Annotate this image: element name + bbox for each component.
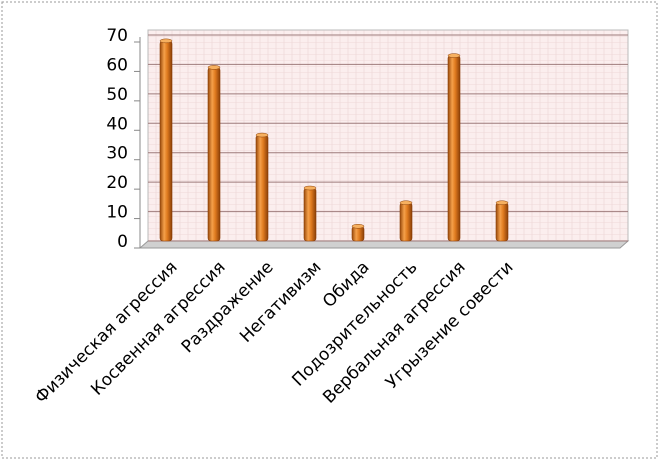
bar-top (303, 185, 317, 191)
bar (303, 187, 317, 242)
bar (255, 134, 269, 242)
y-tick-label: 50 (106, 85, 128, 105)
bar (399, 202, 413, 242)
y-tick-label: 0 (117, 232, 128, 252)
bar-top (351, 224, 365, 229)
bar-top (495, 200, 509, 205)
bar-top (207, 65, 221, 70)
y-tick-label: 60 (106, 55, 128, 75)
bar (159, 40, 173, 242)
y-tick-label: 40 (106, 114, 128, 134)
bar-top (447, 53, 461, 58)
y-tick-label: 10 (106, 203, 128, 223)
floor (138, 240, 630, 249)
bar (495, 202, 509, 242)
bar-top (255, 132, 269, 138)
y-tick-label: 20 (106, 173, 128, 193)
y-tick-label: 70 (106, 26, 128, 46)
bar-top (399, 200, 413, 205)
bar-top (159, 38, 173, 44)
y-tick-label: 30 (106, 144, 128, 164)
bar (447, 55, 461, 242)
bar (207, 67, 221, 242)
